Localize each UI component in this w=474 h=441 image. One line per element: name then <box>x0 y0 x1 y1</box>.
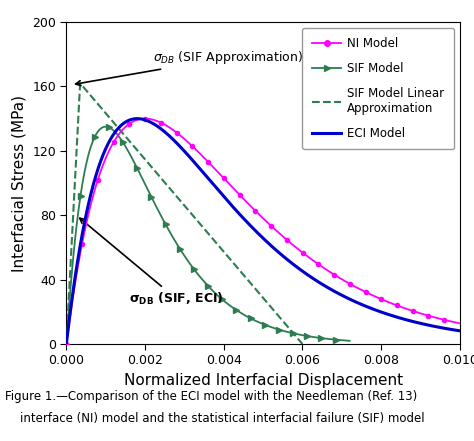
Text: Figure 1.—Comparison of the ECI model with the Needleman (Ref. 13): Figure 1.—Comparison of the ECI model wi… <box>5 390 417 403</box>
Legend: NI Model, SIF Model, SIF Model Linear
Approximation, ECI Model: NI Model, SIF Model, SIF Model Linear Ap… <box>302 28 454 149</box>
Text: $\sigma_{DB}$ (SIF Approximation): $\sigma_{DB}$ (SIF Approximation) <box>76 49 303 86</box>
X-axis label: Normalized Interfacial Displacement: Normalized Interfacial Displacement <box>124 373 402 388</box>
Text: $\mathbf{\sigma_{DB}}$ (SIF, ECI): $\mathbf{\sigma_{DB}}$ (SIF, ECI) <box>80 218 224 307</box>
Text: interface (NI) model and the statistical interfacial failure (SIF) model: interface (NI) model and the statistical… <box>5 412 424 425</box>
Y-axis label: Interfacial Stress (MPa): Interfacial Stress (MPa) <box>11 94 27 272</box>
